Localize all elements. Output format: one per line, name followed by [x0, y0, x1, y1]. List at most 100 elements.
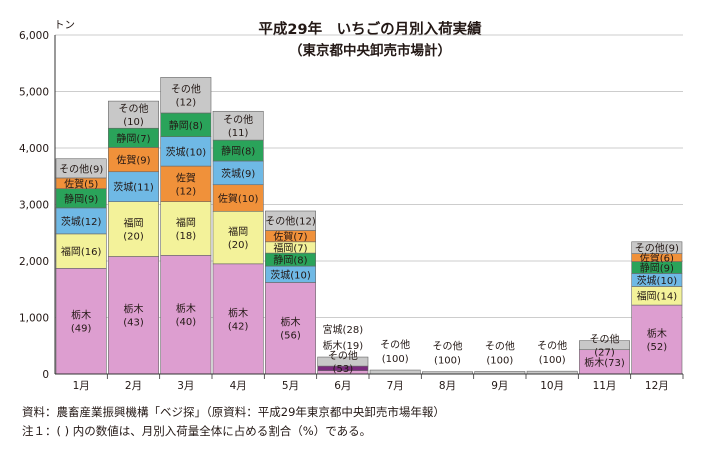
data-label: 福岡(14): [637, 290, 678, 303]
y-axis-unit-label: トン: [54, 19, 75, 31]
chart-title: 平成29年 いちごの月別入荷実績: [258, 20, 482, 38]
data-label: (20): [228, 240, 249, 251]
bar-segment: [160, 77, 212, 114]
data-label: (49): [71, 324, 92, 335]
data-label: その他: [171, 83, 201, 96]
y-tick-label: 1,000: [19, 313, 49, 325]
bar-segment: [212, 184, 264, 212]
data-label: 栃木: [124, 303, 144, 316]
data-label: (40): [176, 317, 197, 328]
bar-segment: [108, 100, 159, 129]
data-label: 福岡: [124, 217, 144, 230]
bar-segment: [317, 356, 369, 367]
data-label: 茨城(10): [270, 268, 311, 281]
data-label: (12): [176, 98, 197, 109]
bar-segment: [160, 255, 212, 375]
y-tick-label: 2,000: [19, 256, 49, 268]
data-label: 佐賀(9): [116, 155, 150, 167]
data-label: 茨城(12): [61, 215, 102, 228]
bar-segment: [160, 201, 212, 256]
data-label: 福岡(16): [61, 245, 102, 258]
bar-segment: [212, 210, 264, 265]
bar-segment: [160, 165, 212, 202]
data-label: 静岡(8): [273, 254, 307, 267]
data-label: 茨城(11): [113, 181, 154, 194]
x-tick-label: 4月: [230, 380, 247, 392]
x-tick-label: 2月: [125, 380, 142, 392]
data-label: (12): [176, 186, 197, 197]
y-axis-ticks: 0 1,000 2,000 3,000 4,000 5,000 6,000: [19, 30, 49, 381]
data-label: 栃木(19): [323, 339, 364, 352]
bar-segment: [160, 136, 212, 167]
data-label: 茨城(10): [637, 274, 678, 287]
x-tick-label: 7月: [387, 380, 404, 392]
data-label: その他(12): [265, 215, 316, 228]
bar-segment: [212, 263, 264, 375]
data-label: 静岡(8): [169, 119, 203, 132]
strawberry-monthly-chart: 平成29年 いちごの月別入荷実績 （東京都中央卸売市場計） トン 0 1,000 2…: [19, 19, 684, 392]
chart-subtitle: （東京都中央卸売市場計）: [289, 42, 451, 59]
source-note: 資料：農畜産業振興機構「ベジ探」（原資料：平成29年東京都中央卸売市場年報）: [22, 405, 445, 419]
data-label: 栃木: [228, 306, 248, 319]
data-label: 栃木: [176, 302, 196, 315]
y-tick-label: 3,000: [19, 200, 49, 212]
y-tick-label: 5,000: [19, 87, 49, 99]
x-tick-label: 6月: [334, 380, 351, 392]
data-label: その他: [590, 333, 620, 346]
bar-segment: [212, 110, 264, 141]
x-tick-label: 12月: [645, 380, 669, 392]
data-label: (100): [382, 354, 409, 365]
data-label: 栃木(73): [584, 356, 625, 369]
bar-segment: [55, 158, 107, 179]
data-label: (52): [647, 342, 668, 353]
data-label: 静岡(9): [640, 261, 674, 274]
bar-segment: [265, 282, 316, 375]
data-label: 栃木: [71, 309, 91, 322]
data-label: 佐賀: [176, 172, 196, 184]
segment-labels: 栃木 (49) 福岡(16) 茨城(12) 静岡(9) 佐賀(5) その他(9) 栃木 (43)…: [59, 83, 679, 375]
bar-segment: [579, 340, 630, 351]
data-label: 茨城(10): [166, 145, 207, 158]
data-label: 栃木: [281, 316, 301, 329]
x-tick-label: 5月: [282, 380, 299, 392]
data-label: (20): [123, 232, 144, 243]
data-label: 佐賀(6): [640, 253, 674, 265]
data-label: 福岡: [176, 216, 196, 229]
bar-segment: [108, 256, 159, 375]
data-label: その他: [328, 349, 358, 362]
data-label: 佐賀(7): [273, 231, 307, 243]
bar-segment: [631, 241, 683, 254]
data-label: その他: [537, 339, 567, 352]
data-label: (100): [486, 355, 513, 366]
data-label: (11): [228, 128, 249, 139]
data-label: その他: [485, 339, 515, 352]
data-label: (10): [123, 117, 144, 128]
bar-stacks: [55, 77, 683, 375]
data-label: (43): [123, 318, 144, 329]
data-label: 福岡: [228, 225, 248, 238]
data-label: 福岡(7): [273, 241, 307, 254]
data-label: その他: [433, 340, 463, 353]
data-label: その他: [119, 102, 149, 115]
data-label: (42): [228, 321, 249, 332]
data-label: その他(9): [59, 162, 103, 175]
y-tick-label: 0: [42, 369, 49, 381]
data-label: その他(9): [635, 242, 679, 255]
footnote-1: 注１：( ) 内の数値は、月別入荷量全体に占める割合（%）である。: [22, 424, 372, 438]
x-tick-label: 10月: [540, 380, 564, 392]
bar-segment: [55, 233, 107, 269]
data-label: 栃木: [647, 327, 667, 340]
data-label: 静岡(7): [116, 132, 150, 145]
data-label: (27): [594, 348, 615, 359]
data-label: 静岡(9): [64, 192, 98, 205]
data-label: (100): [434, 356, 461, 367]
data-label: その他: [223, 113, 253, 126]
x-tick-label: 11月: [593, 380, 617, 392]
gridlines: [55, 34, 683, 318]
data-label: 静岡(8): [221, 145, 255, 158]
data-label: (53): [333, 364, 354, 375]
data-label: (56): [280, 331, 301, 342]
bar-segment: [55, 268, 107, 375]
data-label: その他: [380, 338, 410, 351]
data-label: 佐賀(5): [64, 178, 98, 190]
